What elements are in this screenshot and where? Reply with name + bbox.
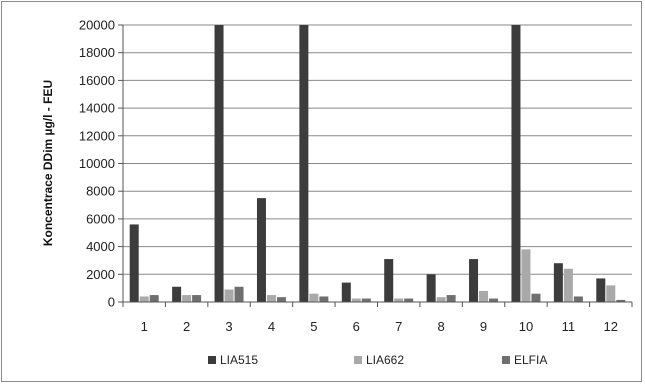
x-tick-label: 2	[183, 319, 190, 334]
legend-label-lia662: LIA662	[366, 353, 404, 367]
bar-elfia-8	[446, 295, 456, 302]
bar-elfia-11	[573, 296, 583, 302]
bar-elfia-3	[234, 286, 244, 302]
bar-lia515-4	[256, 198, 266, 302]
bar-lia515-8	[426, 274, 436, 302]
bar-elfia-9	[489, 298, 499, 302]
bar-lia662-1	[139, 296, 149, 302]
axes	[122, 25, 633, 307]
x-tick-label: 1	[141, 319, 148, 334]
bar-lia662-2	[182, 295, 192, 302]
bar-lia515-7	[384, 259, 394, 302]
bar-elfia-6	[361, 298, 371, 302]
bar-lia662-12	[606, 285, 616, 302]
x-tick-label: 10	[519, 319, 533, 334]
y-tick-label: 6000	[86, 211, 115, 226]
y-tick-label: 8000	[86, 184, 115, 199]
x-tick-label: 5	[310, 319, 317, 334]
x-tick-label: 12	[604, 319, 618, 334]
legend-label-elfia: ELFIA	[514, 353, 547, 367]
x-tick-labels: 1 2 3 4 5 6 7 8 9 10 11 12	[141, 319, 618, 334]
y-tick-label: 2000	[86, 267, 115, 282]
bar-lia515-12	[596, 278, 606, 302]
y-tick-label: 16000	[79, 73, 115, 88]
x-tick-label: 11	[562, 319, 576, 334]
bar-lia662-11	[563, 268, 573, 302]
y-tick-label: 12000	[79, 128, 115, 143]
x-tick-label: 3	[225, 319, 232, 334]
bar-lia662-3	[224, 289, 234, 302]
bar-lia662-9	[479, 290, 489, 302]
bar-lia662-6	[351, 298, 361, 302]
x-tick-label: 7	[395, 319, 402, 334]
bar-lia515-9	[469, 259, 479, 302]
y-tick-label: 10000	[79, 156, 115, 171]
x-tick-label: 6	[353, 319, 360, 334]
x-tick-label: 8	[438, 319, 445, 334]
bar-elfia-2	[192, 295, 202, 302]
y-tick-label: 14000	[79, 101, 115, 116]
bar-elfia-12	[616, 299, 626, 302]
y-tick-label: 18000	[79, 45, 115, 60]
bar-lia515-2	[172, 286, 182, 302]
y-tick-label: 4000	[86, 239, 115, 254]
y-tick-label: 20000	[79, 18, 115, 33]
y-axis-label: Koncentrace DDim µg/l - FEU	[41, 80, 55, 246]
bar-elfia-7	[404, 298, 414, 302]
legend-swatch-elfia	[502, 356, 510, 364]
bar-lia515-6	[341, 282, 351, 302]
bar-lia662-7	[394, 298, 404, 302]
bar-lia662-4	[266, 295, 276, 302]
legend-label-lia515: LIA515	[220, 353, 258, 367]
legend: LIA515 LIA662 ELFIA	[208, 353, 547, 367]
bar-lia515-5	[299, 25, 309, 302]
bars	[129, 25, 626, 302]
bar-lia515-11	[553, 263, 563, 302]
bar-lia515-3	[214, 25, 224, 302]
bar-lia662-10	[521, 249, 531, 302]
legend-swatch-lia662	[354, 356, 362, 364]
bar-lia515-1	[129, 224, 139, 302]
x-tick-label: 4	[268, 319, 275, 334]
bar-elfia-10	[531, 293, 541, 302]
bar-lia662-8	[436, 297, 446, 302]
bar-lia662-5	[309, 293, 319, 302]
y-tick-labels: 0 2000 4000 6000 8000 10000 12000 14000 16000 180…	[79, 18, 115, 310]
bar-elfia-1	[149, 295, 159, 302]
x-tick-label: 9	[480, 319, 487, 334]
gridlines	[118, 24, 632, 303]
bar-elfia-5	[319, 296, 329, 302]
legend-swatch-lia515	[208, 356, 216, 364]
bar-elfia-4	[276, 297, 286, 302]
bar-lia515-10	[511, 25, 521, 302]
y-tick-label: 0	[108, 295, 115, 310]
